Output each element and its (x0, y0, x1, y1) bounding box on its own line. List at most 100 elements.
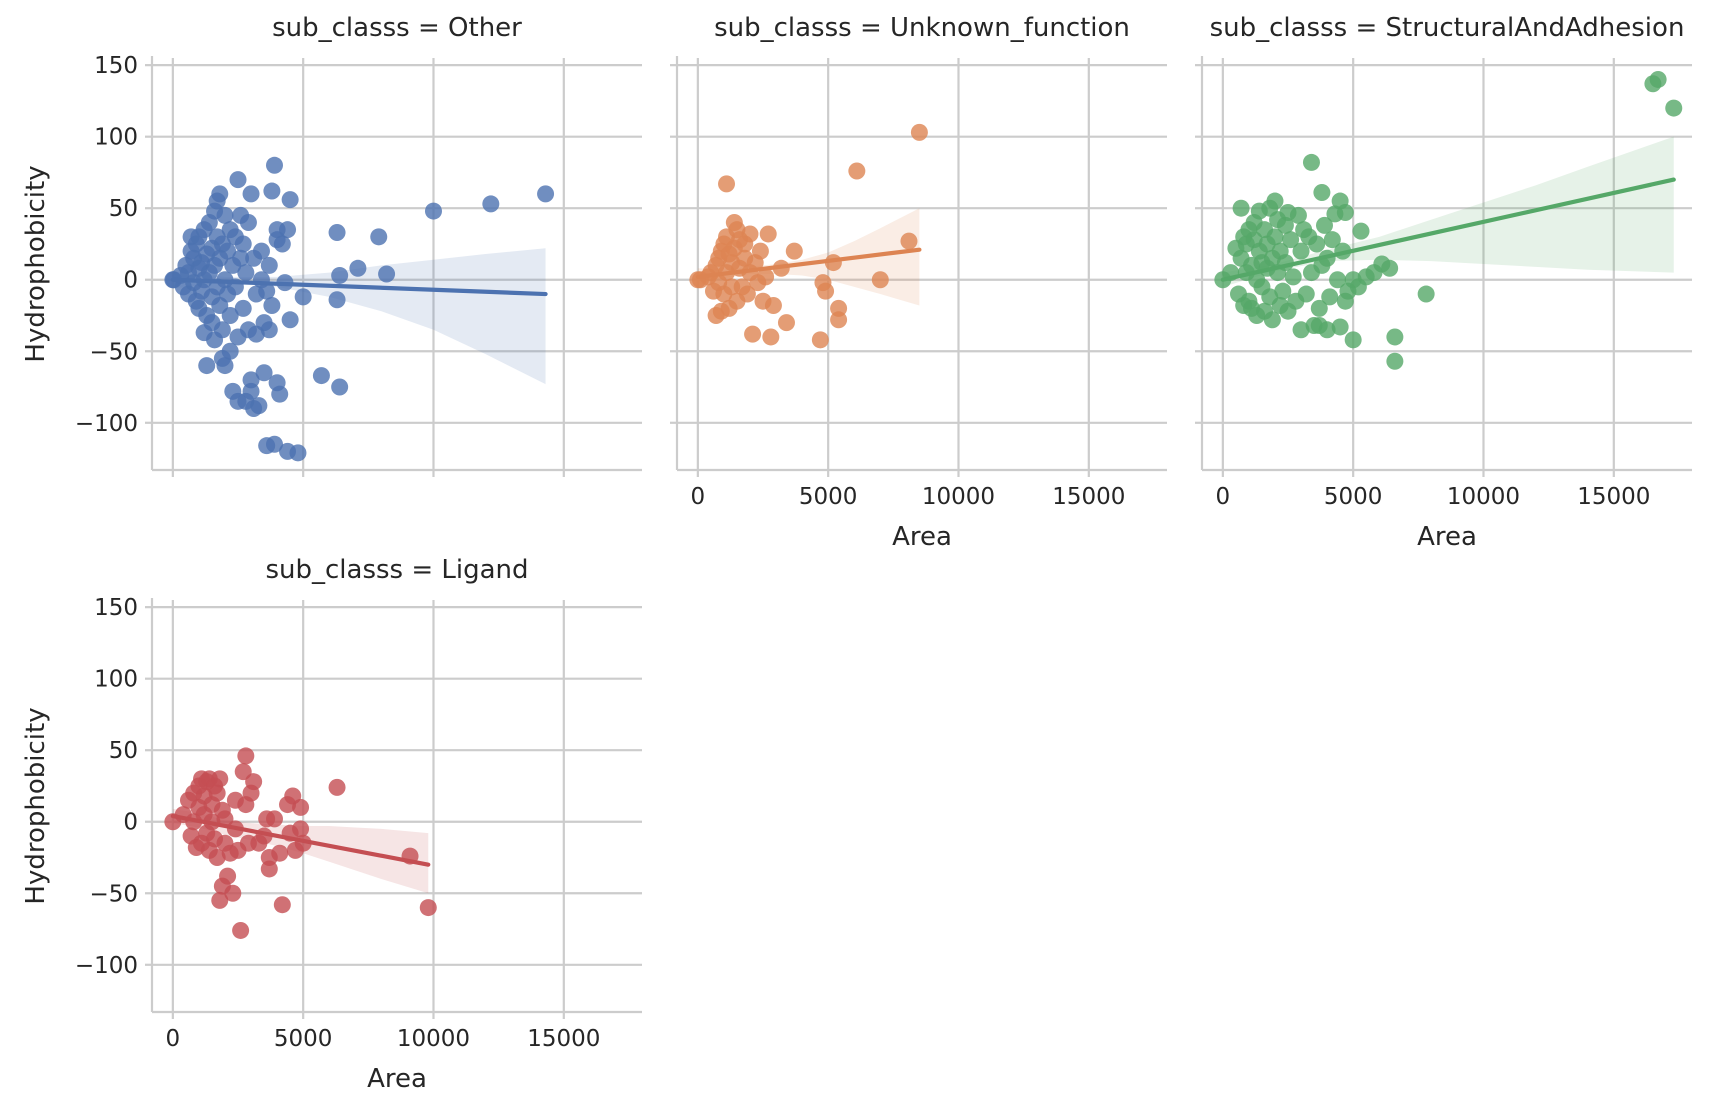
data-point (910, 123, 928, 141)
data-point (258, 282, 276, 300)
data-point (250, 397, 268, 415)
data-point (482, 195, 500, 213)
regression-line (1220, 177, 1676, 282)
data-point (237, 264, 255, 282)
data-point (1344, 331, 1362, 349)
panel-1: −100 −50 0 50 100 150 sub_classs = Other Hydrop… (21, 13, 642, 477)
data-point (211, 185, 229, 203)
data-point (331, 266, 349, 284)
data-point (328, 291, 346, 309)
data-point (1381, 259, 1399, 277)
data-point (1665, 99, 1683, 117)
data-point (232, 921, 250, 939)
data-point (1321, 288, 1339, 306)
x-tick-label: 0 (691, 484, 706, 510)
x-tick-label: 15000 (1052, 484, 1125, 510)
data-point (741, 225, 759, 243)
x-axis-label: Area (892, 522, 952, 552)
data-point (263, 296, 281, 314)
data-point (1263, 311, 1281, 329)
data-point (378, 265, 396, 283)
y-tick-label: −100 (75, 953, 138, 979)
data-point (213, 321, 231, 339)
regression-line (695, 247, 922, 279)
data-point (1274, 282, 1292, 300)
data-point (216, 206, 234, 224)
x-tick-label: 10000 (397, 1026, 470, 1052)
data-point (237, 747, 255, 765)
y-tick-label: 100 (94, 667, 138, 693)
data-point (349, 259, 367, 277)
y-tick-label: −100 (75, 411, 138, 437)
data-point (370, 228, 388, 246)
data-point (1232, 199, 1250, 217)
data-point (198, 357, 216, 375)
data-point (312, 367, 330, 385)
data-point (211, 770, 229, 788)
data-point (1417, 285, 1435, 303)
y-tick-label: 100 (94, 125, 138, 151)
data-point (751, 242, 769, 260)
y-axis-label: Hydrophobicity (21, 707, 51, 904)
data-point (871, 271, 889, 289)
panel-2: 0 5000 10000 15000 sub_classs = Unknown_func… (670, 13, 1167, 552)
data-point (1289, 206, 1307, 224)
data-point (1266, 192, 1284, 210)
y-tick-label: −50 (89, 339, 138, 365)
x-tick-label: 5000 (799, 484, 858, 510)
data-point (328, 224, 346, 242)
data-point (242, 382, 260, 400)
data-point (744, 325, 762, 343)
data-point (424, 202, 442, 220)
confidence-band (697, 208, 920, 306)
data-point (1292, 321, 1310, 339)
data-point (211, 891, 229, 909)
data-point (1329, 271, 1347, 289)
panel-3: 0 5000 10000 15000 sub_classs = StructuralAn… (1195, 13, 1692, 552)
x-tick-label: 5000 (1324, 484, 1383, 510)
data-point (232, 249, 250, 267)
y-tick-label: −50 (89, 881, 138, 907)
data-point (764, 296, 782, 314)
data-point (817, 282, 835, 300)
data-point (1310, 299, 1328, 317)
data-point (718, 175, 736, 193)
data-point (281, 191, 299, 209)
data-point (239, 214, 257, 232)
data-point (762, 328, 780, 346)
panel-title: sub_classs = Unknown_function (714, 13, 1130, 43)
y-tick-label: 0 (123, 268, 138, 294)
data-point (224, 884, 242, 902)
y-tick-label: 50 (109, 738, 138, 764)
data-point (260, 860, 278, 878)
data-point (281, 311, 299, 329)
data-point (830, 311, 848, 329)
data-point (271, 385, 289, 403)
data-point (279, 221, 297, 239)
data-point (1313, 183, 1331, 201)
x-tick-label: 15000 (1577, 484, 1650, 510)
data-point (1297, 285, 1315, 303)
data-point (208, 784, 226, 802)
data-point (255, 364, 273, 382)
data-point (1386, 328, 1404, 346)
x-tick-label: 0 (1216, 484, 1231, 510)
panel-title: sub_classs = StructuralAndAdhesion (1210, 13, 1685, 43)
data-point (263, 182, 281, 200)
data-point (271, 844, 289, 862)
data-point (419, 899, 437, 917)
x-tick-label: 0 (166, 1026, 181, 1052)
data-point (1336, 204, 1354, 221)
data-point (848, 162, 866, 180)
data-point (1284, 268, 1302, 286)
data-point (537, 185, 555, 203)
data-point (1386, 352, 1404, 370)
data-point (266, 435, 283, 453)
data-point (260, 256, 278, 274)
data-point (273, 235, 291, 253)
data-point (1292, 242, 1310, 260)
data-point (219, 867, 237, 885)
x-tick-label: 10000 (922, 484, 995, 510)
data-point (1276, 216, 1294, 234)
